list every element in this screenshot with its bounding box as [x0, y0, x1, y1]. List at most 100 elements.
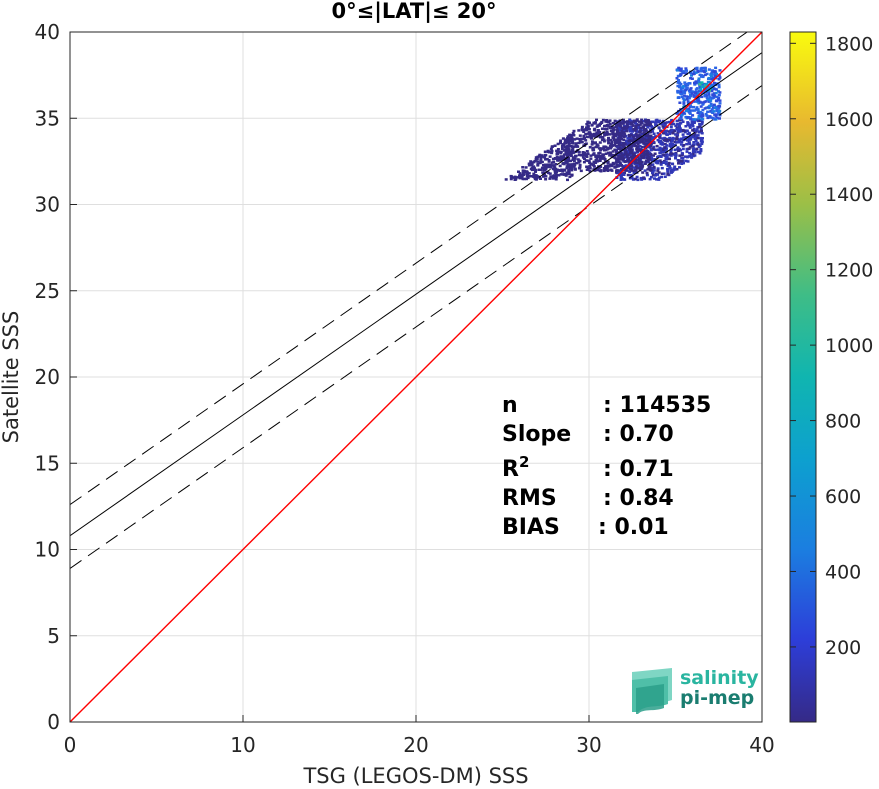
- density-cell: [656, 138, 660, 142]
- density-cell: [568, 167, 572, 170]
- density-cell: [624, 169, 628, 172]
- density-cell: [660, 166, 664, 170]
- density-cell: [619, 133, 623, 136]
- y-axis-ticks: 0 5 10 15 20 25 30 35 40: [35, 20, 77, 734]
- density-cell: [680, 160, 684, 163]
- density-cell: [539, 156, 543, 159]
- density-cell: [628, 177, 632, 180]
- density-cell: [542, 163, 545, 167]
- density-cell: [694, 80, 698, 83]
- density-cell: [704, 69, 708, 72]
- density-cell: [656, 167, 660, 170]
- density-cell: [598, 135, 602, 139]
- density-cell: [525, 177, 528, 181]
- density-cell: [629, 147, 633, 150]
- density-cell: [664, 160, 668, 163]
- density-cell: [646, 153, 650, 157]
- density-cell: [682, 112, 686, 115]
- density-cell: [669, 171, 673, 174]
- density-cell: [698, 73, 702, 77]
- density-cell: [573, 145, 577, 148]
- density-cell: [688, 146, 692, 149]
- density-cell: [613, 143, 617, 147]
- density-cell: [570, 168, 574, 172]
- density-cell: [567, 152, 571, 155]
- density-cell: [532, 172, 536, 176]
- density-cell: [612, 129, 616, 132]
- density-cell: [635, 148, 639, 151]
- density-cell: [686, 116, 690, 119]
- density-cell: [572, 129, 576, 133]
- density-cell: [600, 127, 604, 130]
- density-cell: [637, 160, 641, 163]
- logo-text-salinity: salinity: [680, 667, 759, 689]
- density-cell: [611, 153, 615, 157]
- density-cell: [569, 163, 573, 166]
- density-cell: [689, 94, 693, 98]
- density-cell: [560, 147, 564, 150]
- density-cell: [625, 129, 629, 133]
- density-cell: [692, 105, 695, 109]
- lower-bound-line: [70, 85, 762, 569]
- density-cell: [632, 135, 636, 138]
- density-cell: [696, 141, 700, 145]
- x-tick-label: 0: [64, 733, 77, 757]
- density-cell: [514, 177, 518, 181]
- density-cell: [560, 145, 564, 148]
- density-cell: [715, 72, 719, 76]
- density-cell: [585, 135, 589, 139]
- density-cell: [686, 122, 690, 125]
- density-cell: [624, 152, 627, 155]
- density-cell: [649, 148, 653, 152]
- density-cell: [689, 118, 693, 121]
- density-cell: [521, 171, 525, 175]
- density-cell: [619, 170, 623, 173]
- density-cell: [609, 138, 613, 142]
- density-cell: [522, 169, 526, 173]
- density-cell: [578, 137, 582, 141]
- density-cell: [675, 138, 679, 141]
- density-cell: [662, 161, 666, 164]
- density-cell: [695, 106, 699, 109]
- density-cell: [533, 174, 537, 177]
- density-cell: [706, 116, 710, 120]
- density-cell: [557, 159, 561, 162]
- density-cell: [530, 162, 534, 166]
- stat-label: BIAS: [502, 515, 560, 540]
- density-cell: [548, 151, 551, 154]
- density-cell: [641, 129, 645, 132]
- density-cell: [676, 74, 680, 78]
- density-cell: [583, 151, 586, 155]
- density-cell: [700, 95, 704, 99]
- y-tick-label: 5: [47, 624, 60, 648]
- density-cell: [645, 134, 648, 138]
- density-cell: [616, 139, 620, 142]
- density-cell: [673, 140, 677, 143]
- density-cell: [713, 81, 716, 85]
- density-cell: [534, 158, 538, 161]
- density-cell: [690, 156, 694, 159]
- density-cell: [699, 149, 703, 153]
- density-cell: [536, 155, 540, 159]
- density-cell: [598, 141, 602, 144]
- density-cell: [705, 96, 709, 100]
- colorbar-tick-label: 600: [825, 486, 861, 508]
- density-cell: [606, 139, 610, 142]
- density-cell: [585, 126, 589, 130]
- density-cell: [608, 133, 611, 136]
- density-cell: [695, 143, 699, 146]
- density-cell: [709, 85, 713, 88]
- density-cell: [697, 92, 701, 95]
- density-cell: [605, 133, 609, 136]
- density-cell: [565, 140, 569, 144]
- density-cell: [561, 170, 565, 173]
- density-cell: [647, 165, 651, 168]
- density-cell: [651, 137, 655, 141]
- density-cell: [718, 105, 722, 108]
- density-cell: [608, 153, 612, 157]
- density-cell: [570, 151, 574, 155]
- density-cell: [628, 145, 632, 149]
- density-cell: [658, 146, 662, 150]
- density-cell: [582, 130, 586, 133]
